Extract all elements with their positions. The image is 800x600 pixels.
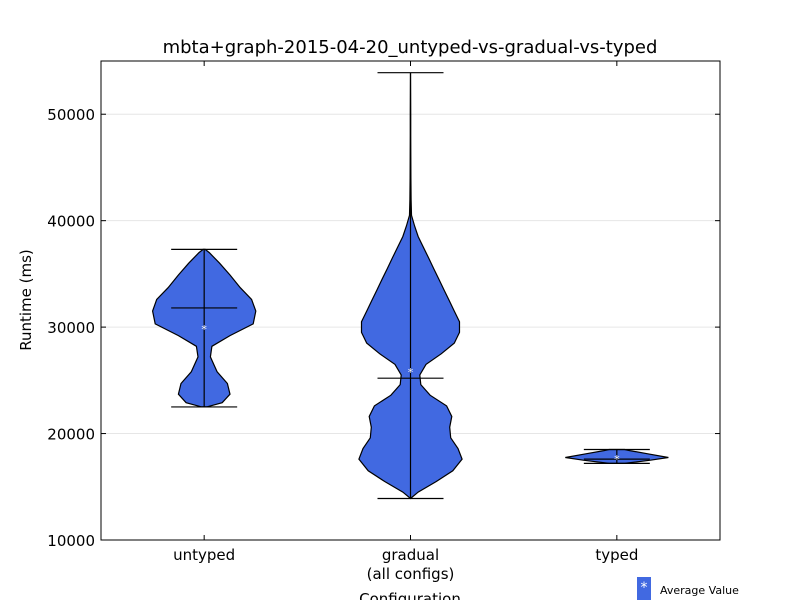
y-tick-label: 10000 (47, 532, 95, 550)
mean-star-icon: * (408, 366, 414, 379)
violins: * * * (151, 72, 669, 500)
x-tick-label: gradual (382, 546, 439, 564)
mean-star-icon: * (614, 453, 620, 466)
legend-star-icon: * (641, 580, 648, 596)
legend: * Average Value (637, 577, 739, 600)
legend-swatch (637, 577, 651, 600)
x-tick-label: (all configs) (367, 565, 455, 583)
violin-gradual: * (358, 72, 463, 500)
y-tick-label: 40000 (47, 213, 95, 231)
violin-untyped: * (151, 248, 257, 408)
y-axis-label: Runtime (ms) (17, 249, 35, 351)
x-axis: untyped gradual(all configs) typed (173, 61, 638, 583)
y-tick-label: 30000 (47, 319, 95, 337)
x-tick-label: typed (595, 546, 638, 564)
x-tick-label: untyped (173, 546, 235, 564)
violin-typed: * (565, 448, 669, 466)
chart-title: mbta+graph-2015-04-20_untyped-vs-gradual… (163, 37, 658, 58)
y-tick-label: 50000 (47, 106, 95, 124)
y-tick-label: 20000 (47, 426, 95, 444)
y-axis: 10000 20000 30000 40000 50000 (47, 106, 720, 550)
x-axis-label: Configuration (359, 590, 461, 600)
legend-label: Average Value (660, 584, 739, 597)
mean-star-icon: * (201, 323, 207, 336)
